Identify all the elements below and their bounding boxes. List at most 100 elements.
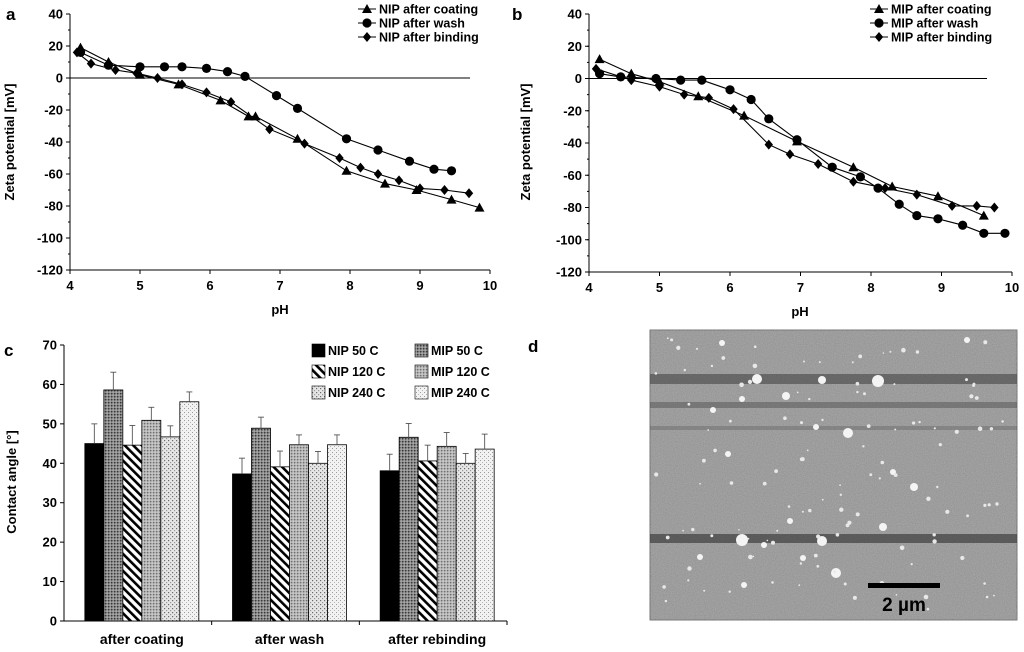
legend-label: NIP 120 C: [328, 365, 385, 379]
afm-particle: [839, 493, 842, 496]
data-point: [380, 178, 390, 188]
legend: NIP 50 C MIP 50 C NIP 120 C MIP 120 C NIP 24…: [311, 343, 490, 400]
category-label: after rebinding: [388, 631, 486, 647]
afm-particle: [774, 469, 778, 473]
data-point: [201, 63, 212, 73]
data-point: [848, 162, 859, 172]
afm-particle: [783, 416, 787, 421]
afm-particle: [654, 472, 659, 477]
afm-particle: [974, 396, 979, 400]
afm-particle: [747, 379, 753, 384]
afm-particle: [729, 481, 734, 485]
legend-label: NIP after wash: [379, 17, 465, 31]
afm-particle: [839, 484, 841, 486]
data-point: [764, 114, 774, 124]
afm-particle: [918, 420, 921, 424]
data-point: [894, 199, 904, 209]
data-point: [932, 191, 943, 201]
afm-image: 2 µm: [649, 329, 1018, 621]
afm-particle: [893, 383, 896, 386]
afm-particle: [985, 595, 989, 599]
afm-particle: [682, 529, 684, 532]
y-tick-label: 60: [43, 377, 57, 392]
legend-marker: [362, 32, 372, 42]
afm-particle: [938, 443, 942, 447]
data-point: [222, 67, 233, 77]
afm-particle: [858, 354, 863, 359]
x-tick-label: 4: [585, 280, 593, 295]
afm-particle: [799, 562, 803, 565]
legend-label: MIP after wash: [891, 17, 978, 31]
afm-particle: [796, 391, 799, 394]
y-tick-label: 0: [56, 71, 63, 86]
series-circle: [75, 47, 457, 176]
data-point: [177, 79, 187, 90]
data-point: [292, 133, 303, 143]
afm-particle: [687, 579, 690, 582]
afm-particle: [821, 418, 824, 422]
data-point: [739, 110, 750, 120]
bar: [84, 443, 105, 622]
y-tick-label: -80: [563, 200, 582, 215]
legend-swatch: [414, 343, 429, 358]
legend-swatch: [414, 364, 429, 379]
data-point: [880, 183, 890, 194]
afm-particle: [782, 392, 790, 400]
afm-particle: [738, 529, 740, 531]
afm-particle: [813, 424, 819, 430]
afm-particle: [752, 555, 755, 558]
legend-swatch: [414, 385, 429, 400]
afm-particle: [993, 594, 995, 597]
afm-scan-band: [650, 374, 1017, 384]
afm-scan-band: [650, 534, 1017, 543]
afm-particle: [800, 421, 803, 425]
afm-particle: [831, 568, 841, 578]
afm-particle: [748, 554, 753, 560]
data-point: [679, 89, 689, 100]
data-point: [202, 87, 211, 98]
data-point: [226, 97, 236, 107]
legend-swatch: [311, 364, 326, 379]
data-point: [474, 202, 485, 212]
afm-particle: [813, 553, 818, 558]
afm-particle: [890, 469, 896, 475]
afm-particle: [703, 589, 706, 592]
y-tick-label: -120: [556, 265, 582, 280]
panel-label-d: d: [528, 337, 538, 356]
data-point: [446, 166, 457, 176]
legend-marker: [362, 18, 372, 28]
data-point: [933, 214, 943, 224]
afm-particle: [665, 535, 670, 540]
afm-particle: [1001, 420, 1004, 423]
bar: [251, 427, 271, 622]
bar: [417, 460, 438, 622]
afm-particle: [662, 585, 666, 589]
legend-swatch: [311, 385, 326, 400]
afm-particle: [866, 424, 871, 428]
category-label: after wash: [255, 631, 324, 647]
afm-particle: [869, 473, 873, 477]
data-point: [341, 134, 352, 144]
data-point: [947, 200, 957, 211]
x-tick-label: 7: [797, 280, 804, 295]
afm-particle: [702, 458, 706, 463]
data-point: [265, 124, 274, 135]
afm-particle: [729, 419, 732, 423]
data-point: [429, 164, 439, 174]
x-tick-label: 6: [206, 278, 213, 293]
afm-particle: [843, 428, 853, 438]
panel-label-b: b: [512, 5, 522, 24]
afm-particle: [878, 477, 881, 480]
panel-label-c: c: [4, 341, 13, 360]
afm-particle: [728, 590, 731, 593]
data-point: [792, 135, 802, 145]
data-point: [373, 169, 383, 179]
bar: [122, 444, 143, 622]
bar: [327, 444, 347, 622]
y-tick-label: 50: [43, 416, 57, 431]
afm-particle: [983, 340, 988, 345]
scale-bar-label: 2 µm: [882, 595, 926, 616]
